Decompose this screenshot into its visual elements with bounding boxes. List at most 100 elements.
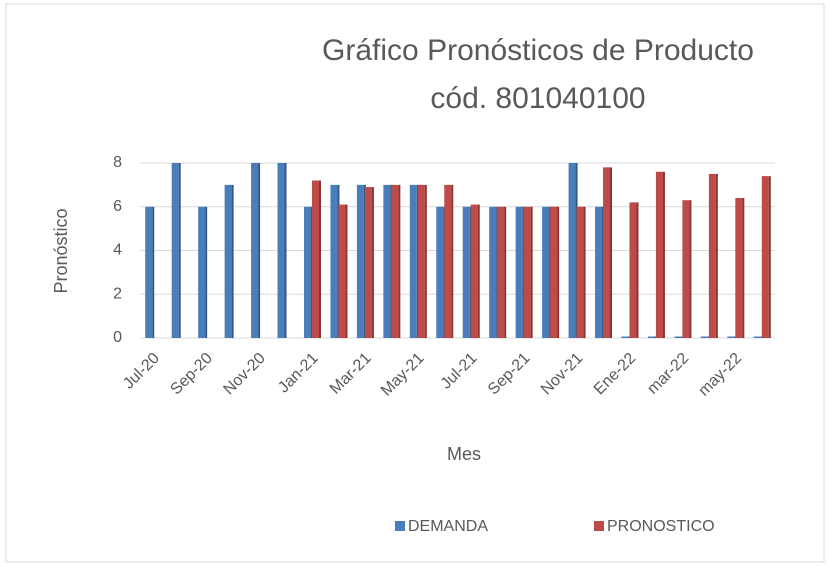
bar-face (391, 184, 399, 338)
bar (171, 163, 181, 338)
bar (383, 184, 393, 338)
bar-face (647, 336, 655, 338)
bar-face (145, 206, 153, 338)
bar (629, 202, 639, 338)
bar-face (674, 336, 682, 338)
bar-face (550, 206, 558, 338)
bar (409, 184, 419, 338)
legend-swatch (594, 521, 604, 531)
bar-side (451, 184, 454, 338)
bar-face (277, 163, 285, 338)
bar (497, 206, 507, 338)
bar-face (364, 187, 372, 338)
bar-face (655, 171, 663, 338)
bar-side (636, 202, 639, 338)
y-tick-label: 8 (113, 154, 122, 171)
bar (603, 167, 613, 338)
bar-face (708, 173, 716, 338)
bar-face (621, 336, 629, 338)
bar (224, 184, 234, 338)
bar-face (542, 206, 550, 338)
chart-title: Gráfico Pronósticos de Producto (322, 34, 754, 67)
bar (417, 184, 427, 338)
bar (674, 336, 684, 338)
bar-face (753, 336, 761, 338)
bar (311, 180, 321, 338)
bar-face (383, 184, 391, 338)
bar (576, 206, 586, 338)
bar-face (224, 184, 232, 338)
bar-face (576, 206, 584, 338)
bar (542, 206, 552, 338)
bar-side (318, 180, 321, 338)
bar-face (523, 206, 531, 338)
bar-side (205, 206, 208, 338)
bar-face (595, 206, 603, 338)
bar-face (444, 184, 452, 338)
bar-side (583, 206, 586, 338)
bar-side (345, 204, 348, 338)
bar-side (504, 206, 507, 338)
bar (682, 200, 692, 338)
bar (303, 206, 313, 338)
bar (761, 176, 771, 338)
bar-face (761, 176, 769, 338)
bar (727, 336, 737, 338)
bar-face (470, 204, 478, 338)
bar-face (251, 163, 259, 338)
bar (391, 184, 401, 338)
bar-side (371, 187, 374, 338)
bar (198, 206, 208, 338)
bar-face (303, 206, 311, 338)
bar (470, 204, 480, 338)
bar-side (610, 167, 613, 338)
bar-face (497, 206, 505, 338)
bar-side (284, 163, 287, 338)
bar (735, 198, 745, 338)
legend-label: PRONOSTICO (607, 518, 715, 535)
bar-face (700, 336, 708, 338)
bar-side (424, 184, 427, 338)
bar-face (682, 200, 690, 338)
bar (356, 184, 366, 338)
bar-face (603, 167, 611, 338)
bar (489, 206, 499, 338)
bar (338, 204, 348, 338)
bar-face (489, 206, 497, 338)
bar-side (258, 163, 261, 338)
bar-side (662, 171, 665, 338)
bar (568, 163, 578, 338)
y-tick-label: 6 (113, 198, 122, 215)
bar-face (436, 206, 444, 338)
bar (444, 184, 454, 338)
y-tick-label: 0 (113, 329, 122, 346)
bar (436, 206, 446, 338)
bar-face (417, 184, 425, 338)
y-axis-label: Pronóstico (51, 208, 71, 293)
bar-side (231, 184, 234, 338)
x-axis-label: Mes (447, 444, 481, 464)
bar (655, 171, 665, 338)
bar (700, 336, 710, 338)
bar (523, 206, 533, 338)
bar-side (530, 206, 533, 338)
bar-face (727, 336, 735, 338)
bar (364, 187, 374, 338)
legend-label: DEMANDA (408, 518, 488, 535)
y-tick-label: 2 (113, 285, 122, 302)
chart-title: cód. 801040100 (430, 82, 645, 115)
bar-face (409, 184, 417, 338)
bar-side (557, 206, 560, 338)
bar-side (689, 200, 692, 338)
bar-side (768, 176, 771, 338)
bar-side (477, 204, 480, 338)
bar (595, 206, 605, 338)
legend-swatch (395, 521, 405, 531)
bar-face (629, 202, 637, 338)
bar-side (178, 163, 181, 338)
bar (277, 163, 287, 338)
bar (330, 184, 340, 338)
bar (515, 206, 525, 338)
